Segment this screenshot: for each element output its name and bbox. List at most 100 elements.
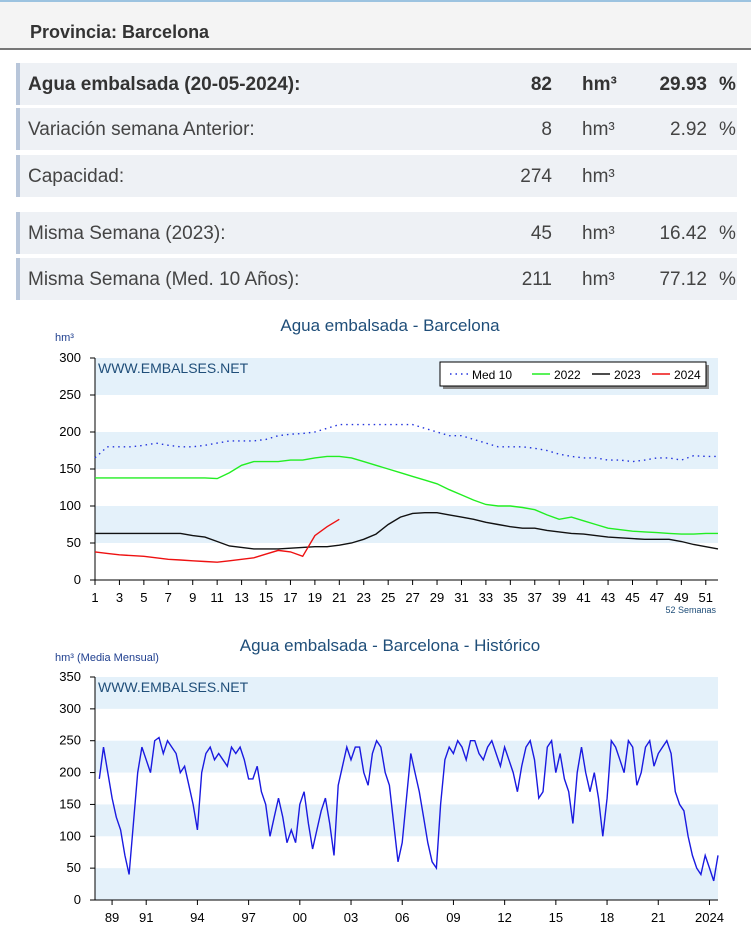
x-tick-label: 35	[503, 590, 517, 605]
row-unit: hm³	[582, 119, 615, 140]
x-tick-label: 18	[600, 910, 614, 925]
chart-title: Agua embalsada - Barcelona	[280, 316, 500, 335]
y-tick-label: 50	[67, 860, 81, 875]
x-tick-label: 39	[552, 590, 566, 605]
x-tick-label: 41	[576, 590, 590, 605]
x-tick-label: 21	[332, 590, 346, 605]
x-tick-label: 15	[549, 910, 563, 925]
series-line	[95, 512, 719, 550]
y-tick-label: 250	[59, 387, 81, 402]
series-line	[95, 455, 718, 535]
legend-label: 2023	[614, 368, 641, 382]
row-percent-unit: %	[719, 269, 736, 290]
x-tick-label: 29	[430, 590, 444, 605]
x-tick-label: 27	[405, 590, 419, 605]
x-tick-label: 3	[116, 590, 123, 605]
table-row: Agua embalsada (20-05-2024): 82 hm³ 29.93%	[16, 63, 737, 105]
y-tick-label: 50	[67, 535, 81, 550]
y-tick-label: 250	[59, 733, 81, 748]
row-percent: 2.92	[670, 119, 707, 140]
x-tick-label: 31	[454, 590, 468, 605]
row-percent-unit: %	[719, 223, 736, 244]
y-tick-label: 300	[59, 701, 81, 716]
x-tick-label: 37	[528, 590, 542, 605]
y-axis-unit: hm³	[55, 332, 74, 344]
y-tick-label: 0	[74, 572, 81, 587]
x-tick-label: 19	[308, 590, 322, 605]
series-line	[94, 518, 340, 563]
x-tick-label: 89	[105, 910, 119, 925]
row-value: 82	[530, 74, 552, 95]
x-tick-label: 12	[497, 910, 511, 925]
x-tick-label: 45	[625, 590, 639, 605]
row-percent-unit: %	[719, 119, 736, 140]
x-tick-label: 06	[395, 910, 409, 925]
y-tick-label: 150	[59, 796, 81, 811]
row-value: 274	[520, 166, 552, 187]
chart-title: Agua embalsada - Barcelona - Histórico	[240, 636, 540, 655]
table-row: Misma Semana (Med. 10 Años): 211 hm³ 77.12%	[16, 258, 737, 300]
row-label: Agua embalsada (20-05-2024):	[28, 74, 301, 95]
plot-band	[95, 432, 718, 469]
x-tick-label: 91	[139, 910, 153, 925]
x-tick-label: 2024	[695, 910, 724, 925]
watermark: WWW.EMBALSES.NET	[98, 360, 249, 376]
row-percent-unit: %	[719, 74, 736, 95]
x-tick-label: 51	[699, 590, 713, 605]
x-tick-label: 21	[651, 910, 665, 925]
row-unit: hm³	[582, 166, 615, 187]
x-tick-label: 33	[479, 590, 493, 605]
y-tick-label: 0	[74, 892, 81, 907]
watermark: WWW.EMBALSES.NET	[98, 679, 249, 695]
y-tick-label: 100	[59, 498, 81, 513]
y-tick-label: 150	[59, 461, 81, 476]
history-chart: Agua embalsada - Barcelona - Histórico hm…	[55, 636, 724, 925]
x-tick-label: 47	[650, 590, 664, 605]
x-tick-label: 94	[190, 910, 204, 925]
y-tick-label: 200	[59, 765, 81, 780]
row-percent: 16.42	[659, 223, 707, 244]
x-tick-label: 9	[189, 590, 196, 605]
table-row: Misma Semana (2023): 45 hm³ 16.42%	[16, 212, 737, 254]
x-tick-label: 13	[234, 590, 248, 605]
plot-band	[95, 804, 718, 837]
legend-label: 2022	[554, 368, 581, 382]
x-tick-label: 15	[259, 590, 273, 605]
table-row: Capacidad: 274 hm³	[16, 155, 737, 197]
row-value: 8	[541, 119, 552, 140]
x-tick-label: 49	[674, 590, 688, 605]
row-label: Variación semana Anterior:	[28, 119, 255, 140]
x-tick-label: 23	[357, 590, 371, 605]
row-unit: hm³	[582, 74, 617, 95]
x-tick-label: 09	[446, 910, 460, 925]
y-tick-label: 300	[59, 350, 81, 365]
x-tick-label: 1	[91, 590, 98, 605]
legend-label: 2024	[674, 368, 701, 382]
row-value: 45	[530, 223, 552, 244]
y-tick-label: 200	[59, 424, 81, 439]
x-tick-label: 11	[210, 590, 224, 605]
x-axis-note: 52 Semanas	[665, 605, 716, 615]
legend-label: Med 10	[472, 368, 512, 382]
x-tick-label: 03	[344, 910, 358, 925]
plot-band	[95, 677, 718, 709]
x-tick-label: 7	[165, 590, 172, 605]
province-header: Provincia: Barcelona	[0, 0, 751, 50]
row-unit: hm³	[582, 269, 615, 290]
row-label: Misma Semana (2023):	[28, 223, 226, 244]
row-unit: hm³	[582, 223, 615, 244]
plot-band	[95, 868, 718, 900]
x-tick-label: 43	[601, 590, 615, 605]
series-line	[98, 736, 719, 882]
row-percent: 77.12	[659, 269, 707, 290]
y-tick-label: 350	[59, 669, 81, 684]
weekly-chart: Agua embalsada - Barcelona hm³ WWW.EMBALSE…	[55, 316, 719, 615]
table-row: Variación semana Anterior: 8 hm³ 2.92%	[16, 108, 737, 150]
province-title: Provincia: Barcelona	[30, 22, 210, 42]
plot-area	[95, 677, 718, 900]
x-tick-label: 5	[140, 590, 147, 605]
x-tick-label: 97	[241, 910, 255, 925]
y-tick-label: 100	[59, 828, 81, 843]
x-tick-label: 00	[293, 910, 307, 925]
